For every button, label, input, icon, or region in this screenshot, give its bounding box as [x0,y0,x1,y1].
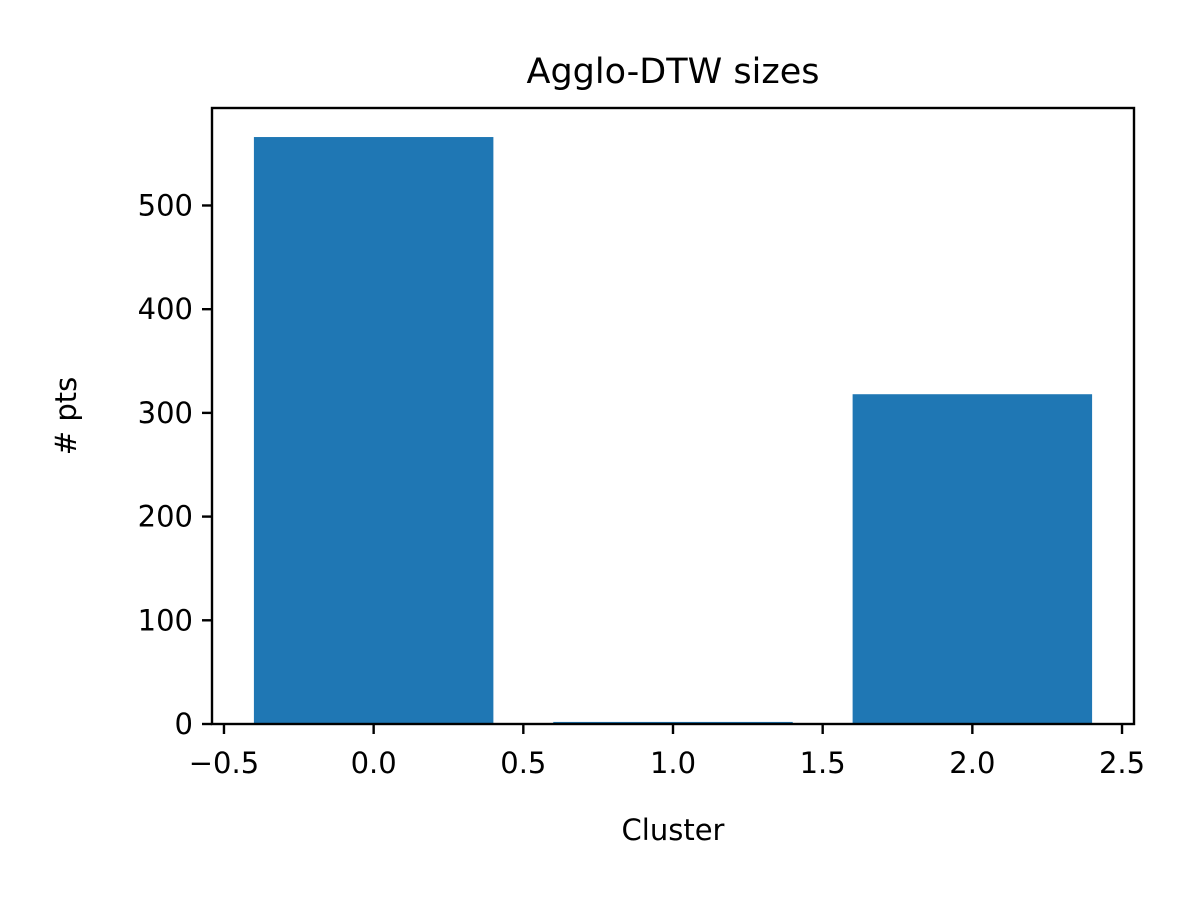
y-axis-label: # pts [49,377,83,455]
y-tick-label: 200 [138,500,193,534]
x-tick-label: 0.0 [351,746,397,780]
y-tick-label: 400 [138,292,193,326]
y-axis-ticks: 0 100 200 300 400 500 [138,188,212,741]
chart-title: Agglo-DTW sizes [527,52,820,92]
y-tick-label: 0 [175,707,193,741]
y-tick-label: 300 [138,396,193,430]
x-tick-label: 1.5 [800,746,846,780]
x-tick-label: 1.0 [650,746,696,780]
plot-frame [210,106,1136,726]
x-tick-label: 0.5 [500,746,546,780]
y-tick-label: 100 [138,603,193,637]
y-tick-label: 500 [138,188,193,222]
x-axis-label: Cluster [622,813,725,847]
x-tick-label: 2.0 [949,746,995,780]
x-tick-label: 2.5 [1099,746,1145,780]
x-axis-ticks: −0.5 0.0 0.5 1.0 1.5 2.0 2.5 [189,724,1145,780]
bar-cluster-0 [253,137,494,724]
bar-cluster-2 [852,394,1093,724]
bars-group [253,137,1093,724]
x-tick-label: −0.5 [189,746,259,780]
